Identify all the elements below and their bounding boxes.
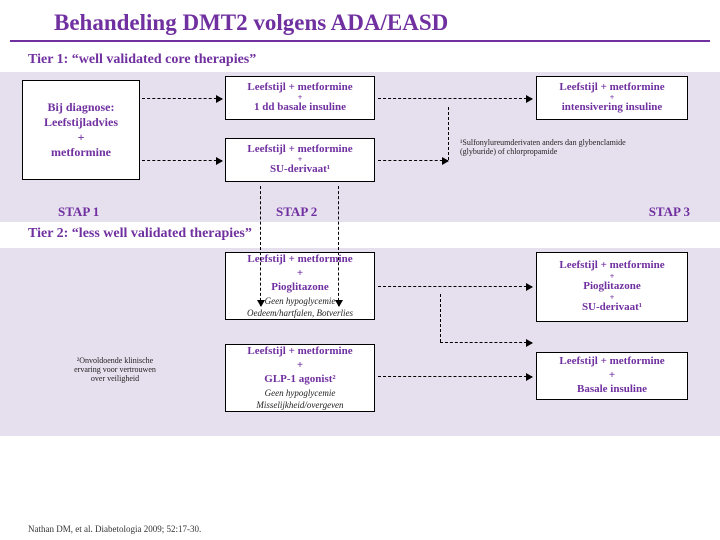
- t: GLP-1 agonist²: [264, 373, 335, 387]
- box-su-derivaat: Leefstijl + metformine + SU-derivaat¹: [225, 138, 375, 182]
- box-diagnose: Bij diagnose: Leefstijladvies + metformi…: [22, 80, 140, 180]
- box-pioglitazone: Leefstijl + metformine + Pioglitazone Ge…: [225, 252, 375, 320]
- tier2-band: Leefstijl + metformine + Pioglitazone Ge…: [0, 248, 720, 436]
- t: +: [297, 267, 303, 281]
- t: metformine: [51, 145, 111, 160]
- t: +: [78, 130, 85, 145]
- box-intensivering: Leefstijl + metformine + intensivering i…: [536, 76, 688, 120]
- tier2-label: Tier 2: “less well validated therapies”: [0, 222, 720, 246]
- t: SU-derivaat¹: [270, 163, 330, 177]
- t: intensivering insuline: [562, 101, 663, 115]
- citation: Nathan DM, et al. Diabetologia 2009; 52:…: [28, 524, 201, 534]
- t: Leefstijl + metformine: [559, 355, 664, 369]
- arrow: [378, 160, 448, 161]
- t: +: [297, 359, 303, 373]
- t: Bij diagnose:: [47, 100, 114, 115]
- arrow: [142, 160, 222, 161]
- t: SU-derivaat¹: [582, 301, 642, 315]
- arrow: [142, 98, 222, 99]
- arrow: [440, 342, 532, 343]
- t: Leefstijl + metformine: [247, 253, 352, 267]
- box-basale2: Leefstijl + metformine + Basale insuline: [536, 352, 688, 400]
- note2: ²Onvoldoende klinische ervaring voor ver…: [70, 356, 160, 384]
- arrow: [448, 107, 449, 160]
- box-basale-insuline: Leefstijl + metformine + 1 dd basale ins…: [225, 76, 375, 120]
- t: Basale insuline: [577, 383, 647, 397]
- arrow: [378, 286, 532, 287]
- arrow: [338, 186, 339, 306]
- t: 1 dd basale insuline: [254, 101, 346, 115]
- box-glp1: Leefstijl + metformine + GLP-1 agonist² …: [225, 344, 375, 412]
- arrow: [378, 98, 532, 99]
- step3-label: STAP 3: [649, 204, 690, 220]
- t: +: [610, 294, 615, 301]
- step2-label: STAP 2: [276, 204, 317, 220]
- t: Leefstijladvies: [44, 115, 118, 130]
- tier1-band: Bij diagnose: Leefstijladvies + metformi…: [0, 72, 720, 222]
- t: Leefstijl + metformine: [247, 345, 352, 359]
- note1: ¹Sulfonylureumderivaten anders dan glybe…: [460, 138, 635, 156]
- t: Geen hypoglycemie Oedeem/hartfalen, Botv…: [230, 296, 370, 319]
- t: +: [609, 369, 615, 383]
- t: Geen hypoglycemie Misselijkheid/overgeve…: [230, 388, 370, 411]
- box-pio-su: Leefstijl + metformine + Pioglitazone + …: [536, 252, 688, 322]
- tier1-label: Tier 1: “well validated core therapies”: [0, 50, 720, 72]
- arrow: [440, 294, 441, 342]
- t: Pioglitazone: [271, 281, 328, 295]
- arrow: [378, 376, 532, 377]
- t: Leefstijl + metformine: [559, 259, 664, 273]
- arrow: [260, 186, 261, 306]
- step1-label: STAP 1: [58, 204, 99, 220]
- t: +: [610, 273, 615, 280]
- t: Pioglitazone: [583, 280, 640, 294]
- page-title: Behandeling DMT2 volgens ADA/EASD: [10, 0, 710, 42]
